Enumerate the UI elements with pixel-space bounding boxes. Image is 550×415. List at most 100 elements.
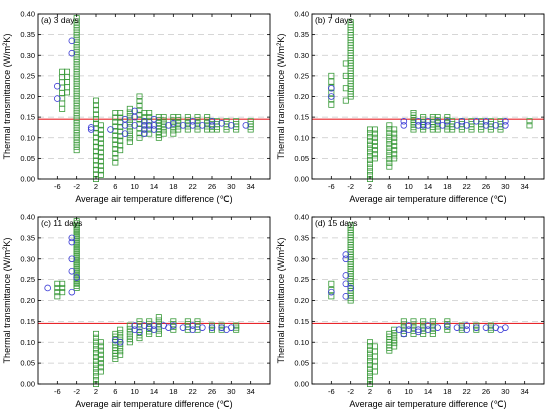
square-marker [73,18,80,25]
x-tick-label: 10 [130,182,138,191]
square-marker [97,355,104,362]
square-marker [400,327,407,334]
square-marker [204,126,211,133]
circle-marker [54,95,61,102]
square-marker [366,137,373,144]
y-tick-label: 0.05 [20,154,35,163]
square-marker [155,317,162,324]
square-marker [93,102,100,109]
panel-title: (b) 7 days [315,15,353,25]
y-tick-label: 0.40 [294,10,309,19]
circle-marker [208,117,216,125]
square-marker [366,358,373,365]
chart-panel-4: 0.00 0.05 0.10 0.15 0.20 0.25 0.30 0.35 0.40 -6 -2… [276,213,545,409]
square-marker [97,347,104,354]
square-marker [93,350,100,357]
circle-marker [150,122,158,129]
square-marker [391,151,398,158]
square-marker [194,123,201,130]
y-tick-label: 0.30 [294,51,309,60]
y-tick-label: 0.10 [294,338,309,347]
square-marker [126,332,133,339]
x-axis-label: Average air temperature difference (℃) [75,194,232,204]
square-marker [434,114,441,121]
square-marker [117,133,124,140]
circle-marker [424,326,432,334]
square-marker [73,123,80,130]
panel-title: (d) 15 days [315,218,358,228]
circle-marker [228,122,235,129]
square-marker [59,105,66,112]
y-tick-label: 0.00 [294,380,309,389]
y-tick-label: 0.40 [20,213,35,222]
circle-marker [473,117,480,125]
y-tick-label: 0.10 [294,133,309,142]
square-marker [347,19,354,26]
square-marker [117,348,124,355]
square-marker [366,126,373,133]
square-marker [386,156,393,163]
x-tick-label: 6 [113,182,117,191]
square-marker [386,126,393,133]
circle-marker [218,120,225,127]
y-tick-label: 0.05 [294,154,309,163]
x-tick-label: 18 [169,387,177,396]
square-marker [93,338,100,345]
square-marker [444,126,451,133]
circle-marker [107,126,114,133]
square-marker [126,113,133,120]
circle-marker [400,122,408,129]
y-tick-label: 0.05 [20,359,35,368]
square-marker [97,364,104,371]
square-marker [97,122,104,129]
square-marker [175,114,182,121]
circle-marker [444,322,451,329]
square-marker [366,362,373,369]
square-marker [73,82,80,89]
circle-marker [131,322,138,329]
square-marker [126,325,133,332]
square-marker [73,45,80,52]
y-tick-label: 0.10 [20,133,35,142]
square-marker [218,322,225,329]
circle-marker [68,255,76,263]
square-marker [136,98,143,105]
square-marker [391,155,398,162]
square-marker [371,126,378,133]
square-marker [391,130,398,137]
square-marker [59,100,66,107]
x-tick-label: 14 [424,387,432,396]
square-marker [410,318,417,325]
y-tick-label: 0.35 [294,30,309,39]
square-marker [117,326,124,333]
x-tick-label: 14 [150,182,158,191]
circle-marker [189,326,196,334]
chart-panel-3: 0.00 0.05 0.10 0.15 0.20 0.25 0.30 0.35 0.40 -6 -2… [2,213,271,409]
x-tick-label: 30 [227,182,235,191]
circle-marker [116,338,124,346]
circle-marker [208,324,216,331]
circle-marker [68,288,76,296]
square-marker [328,101,335,108]
circle-marker [342,280,350,288]
x-tick-label: 22 [462,182,470,191]
square-marker [93,369,100,376]
square-marker [126,339,133,346]
circle-marker [131,113,138,121]
square-marker [194,318,201,325]
circle-marker [415,326,422,334]
square-marker [386,129,393,136]
x-tick-label: 18 [443,182,451,191]
circle-marker [424,122,432,129]
circle-marker [68,49,76,57]
y-tick-label: 0.10 [20,338,35,347]
square-marker [386,141,393,148]
circle-marker [502,117,509,125]
square-marker [97,135,104,142]
square-marker [386,152,393,159]
chart-panel-1: 0.00 0.05 0.10 0.15 0.20 0.25 0.30 0.35 0.40 -6 -2… [2,10,271,204]
square-marker [429,330,436,337]
y-tick-label: 0.30 [294,254,309,263]
circle-marker [424,322,432,329]
circle-marker [68,37,76,45]
